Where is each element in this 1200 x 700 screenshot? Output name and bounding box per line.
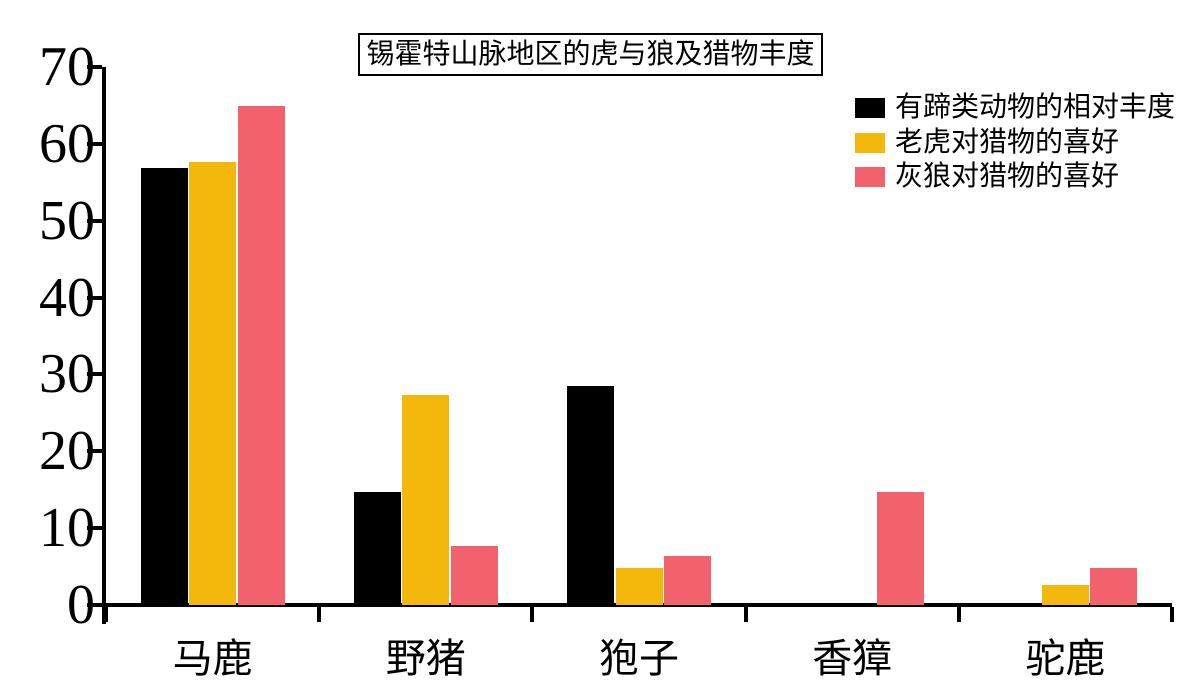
x-category-label: 野猪: [385, 636, 466, 681]
bar-马鹿-series0: [140, 168, 188, 605]
x-tick: [743, 607, 748, 622]
bar-马鹿-series2: [237, 106, 285, 605]
y-tick-label: 40: [39, 266, 95, 329]
bar-驼鹿-series2: [1090, 568, 1138, 605]
y-tick: [87, 372, 102, 377]
legend-item: 灰狼对猎物的喜好: [855, 161, 1120, 192]
legend-label: 老虎对猎物的喜好: [895, 126, 1120, 158]
legend-swatch-icon: [855, 167, 885, 187]
legend-swatch-icon: [855, 132, 885, 153]
legend-item: 有蹄类动物的相对丰度: [855, 92, 1176, 123]
bar-野猪-series1: [402, 395, 450, 605]
bar-狍子-series2: [664, 555, 711, 605]
y-tick: [87, 218, 102, 223]
x-tick: [530, 607, 535, 622]
x-axis-line: [102, 603, 1172, 607]
y-tick-label: 10: [39, 497, 95, 560]
y-tick: [87, 141, 102, 146]
x-tick: [104, 607, 108, 622]
bar-香獐-series2: [877, 492, 925, 605]
y-tick-label: 30: [39, 343, 95, 406]
legend-label: 灰狼对猎物的喜好: [895, 161, 1120, 192]
y-tick: [87, 65, 102, 69]
y-tick-label: 50: [39, 189, 95, 252]
y-tick-label: 20: [39, 420, 95, 483]
bar-狍子-series0: [567, 385, 614, 605]
y-tick: [87, 603, 102, 607]
y-tick: [87, 295, 102, 300]
x-category-label: 香獐: [812, 636, 893, 681]
bar-狍子-series1: [615, 568, 663, 605]
y-axis-line: [102, 67, 106, 624]
x-tick: [956, 607, 961, 622]
legend-swatch-icon: [855, 98, 885, 118]
x-category-label: 驼鹿: [1025, 636, 1106, 681]
bar-野猪-series2: [450, 545, 498, 605]
x-tick: [317, 607, 322, 622]
chart-title: 锡霍特山脉地区的虎与狼及猎物丰度: [358, 33, 823, 76]
x-tick: [1170, 607, 1174, 622]
y-tick-label: 0: [67, 574, 95, 636]
y-tick-label: 60: [39, 112, 95, 175]
y-tick: [87, 526, 102, 531]
y-tick-label: 70: [39, 36, 95, 98]
bar-野猪-series0: [353, 492, 401, 605]
legend-item: 老虎对猎物的喜好: [855, 126, 1120, 158]
bar-驼鹿-series1: [1041, 585, 1089, 605]
x-category-label: 狍子: [598, 636, 679, 681]
y-tick: [87, 449, 102, 454]
legend-label: 有蹄类动物的相对丰度: [895, 92, 1176, 123]
bar-马鹿-series1: [189, 161, 237, 605]
x-category-label: 马鹿: [172, 636, 253, 681]
